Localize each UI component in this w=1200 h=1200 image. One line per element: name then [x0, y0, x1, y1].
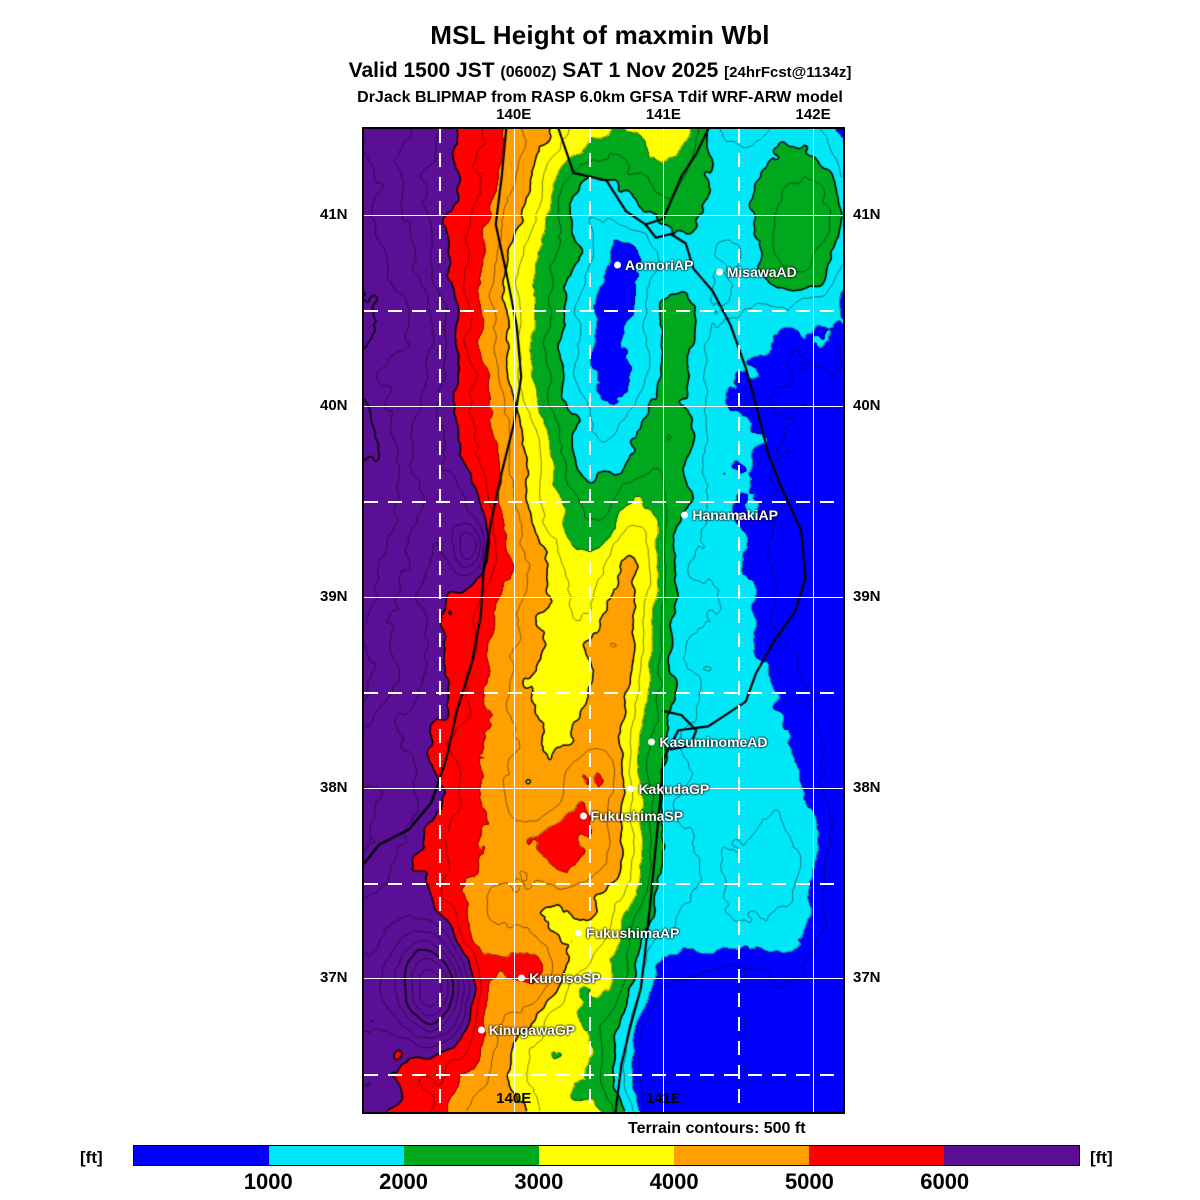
colorbar-unit-right: [ft] [1090, 1148, 1113, 1167]
colorbar-band [539, 1146, 674, 1165]
colorbar-band [269, 1146, 404, 1165]
station-label: KasuminomeAD [659, 733, 768, 750]
map-plot-area[interactable]: AomoriAP MisawaAD HanamakiAP KasuminomeAD Ka… [362, 127, 845, 1114]
station-dot-icon [648, 738, 656, 746]
station-label: KuroisoSP [529, 970, 601, 987]
lon-label-bottom: 141E [645, 1090, 681, 1107]
valid-utc: (0600Z) [500, 64, 557, 81]
lat-label-left: 37N [320, 969, 348, 987]
model-subtitle: DrJack BLIPMAP from RASP 6.0km GFSA Tdif… [357, 89, 843, 106]
lat-label-right: 40N [853, 396, 881, 414]
station-label: AomoriAP [624, 256, 694, 273]
station-dot-icon [681, 511, 689, 519]
page-title: MSL Height of maxmin Wbl [430, 20, 770, 50]
colorbar-band [674, 1146, 809, 1165]
colorbar-unit-left: [ft] [80, 1148, 103, 1167]
valid-prefix: Valid 1500 JST [348, 59, 495, 82]
station-dot-icon [613, 261, 621, 269]
colorbar-tick-label: 2000 [379, 1169, 429, 1194]
lat-label-left: 38N [320, 778, 348, 796]
valid-time-line: Valid 1500 JST (0600Z) SAT 1 Nov 2025 [2… [0, 59, 1200, 83]
forecast-tag: [24hrFcst@1134z] [724, 64, 852, 81]
lon-label-top: 142E [795, 106, 831, 123]
title-block: MSL Height of maxmin Wbl Valid 1500 JST … [0, 0, 1200, 107]
colorbar[interactable] [133, 1145, 1080, 1166]
station-dot-icon [575, 929, 583, 937]
station-dot-icon [518, 974, 526, 982]
lat-label-left: 39N [320, 587, 348, 605]
terrain-heatmap-canvas [364, 129, 843, 1112]
colorbar-tick-label: 4000 [649, 1169, 699, 1194]
lat-label-right: 39N [853, 587, 881, 605]
station-label: KinugawaGP [488, 1021, 576, 1038]
station-label: KakudaGP [638, 781, 710, 798]
valid-date: SAT 1 Nov 2025 [562, 59, 719, 82]
colorbar-band [134, 1146, 269, 1165]
station-dot-icon [477, 1026, 485, 1034]
station-dot-icon [579, 812, 587, 820]
lon-label-top: 141E [645, 106, 681, 123]
lat-label-left: 41N [320, 205, 348, 223]
station-dot-icon [627, 785, 635, 793]
station-dot-icon [715, 268, 723, 276]
colorbar-tick-label: 1000 [243, 1169, 293, 1194]
lat-label-right: 37N [853, 969, 881, 987]
lat-label-right: 41N [853, 205, 881, 223]
lat-label-right: 38N [853, 778, 881, 796]
colorbar-band [404, 1146, 539, 1165]
station-label: MisawaAD [726, 264, 797, 281]
lon-label-top: 140E [496, 106, 532, 123]
colorbar-tick-label: 6000 [920, 1169, 970, 1194]
lat-label-left: 40N [320, 396, 348, 414]
colorbar-band [809, 1146, 944, 1165]
colorbar-tick-label: 3000 [514, 1169, 564, 1194]
station-label: FukushimaAP [586, 924, 680, 941]
station-label: HanamakiAP [692, 506, 778, 523]
station-label: FukushimaSP [590, 808, 684, 825]
colorbar-block: [ft] [ft] 1000 2000 3000 4000 5000 6000 [0, 1138, 1200, 1198]
colorbar-band [944, 1146, 1079, 1165]
terrain-contour-note: Terrain contours: 500 ft [628, 1120, 806, 1137]
colorbar-tick-label: 5000 [784, 1169, 834, 1194]
lon-label-bottom: 140E [496, 1090, 532, 1107]
